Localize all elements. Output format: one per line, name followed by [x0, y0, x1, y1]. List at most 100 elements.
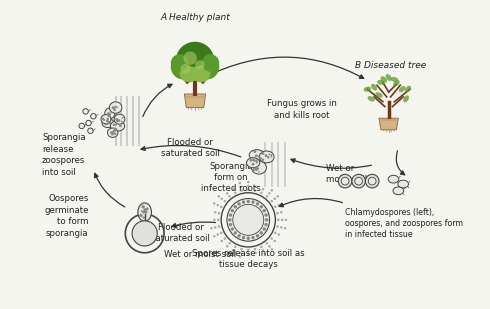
Circle shape	[240, 252, 242, 254]
Circle shape	[240, 248, 243, 250]
Circle shape	[218, 212, 220, 214]
Circle shape	[107, 112, 110, 115]
Circle shape	[114, 132, 117, 135]
Circle shape	[121, 121, 123, 123]
Ellipse shape	[251, 161, 267, 174]
Circle shape	[145, 210, 147, 214]
Circle shape	[179, 63, 199, 83]
Circle shape	[264, 223, 268, 226]
Circle shape	[183, 51, 197, 65]
Ellipse shape	[364, 87, 371, 92]
Circle shape	[108, 122, 111, 125]
Circle shape	[254, 189, 256, 192]
Circle shape	[118, 119, 121, 122]
Polygon shape	[379, 118, 398, 130]
Circle shape	[217, 204, 219, 206]
Circle shape	[263, 209, 266, 212]
Text: B Diseased tree: B Diseased tree	[355, 61, 426, 70]
Circle shape	[213, 235, 216, 238]
Circle shape	[253, 168, 255, 171]
Circle shape	[270, 237, 273, 240]
Circle shape	[112, 106, 114, 109]
Circle shape	[214, 211, 217, 214]
Circle shape	[281, 218, 283, 221]
Circle shape	[103, 119, 105, 121]
Circle shape	[108, 121, 110, 123]
Circle shape	[263, 227, 266, 231]
Text: A Healthy plant: A Healthy plant	[160, 13, 230, 22]
Circle shape	[141, 210, 143, 212]
Circle shape	[229, 213, 232, 217]
Circle shape	[253, 168, 256, 170]
Circle shape	[260, 231, 263, 235]
Circle shape	[194, 54, 219, 79]
Circle shape	[247, 252, 249, 255]
Ellipse shape	[398, 180, 409, 188]
Text: Oospores
germinate
to form
sporangia: Oospores germinate to form sporangia	[44, 194, 89, 238]
Ellipse shape	[386, 74, 392, 81]
Circle shape	[237, 234, 241, 238]
Circle shape	[251, 159, 253, 161]
Circle shape	[256, 161, 258, 163]
Circle shape	[280, 226, 283, 229]
Circle shape	[280, 211, 283, 214]
Ellipse shape	[381, 76, 387, 83]
Circle shape	[338, 174, 352, 188]
Circle shape	[267, 156, 270, 159]
Circle shape	[273, 197, 276, 200]
Circle shape	[251, 163, 254, 166]
Circle shape	[341, 177, 349, 185]
Circle shape	[231, 253, 233, 255]
Circle shape	[252, 168, 255, 171]
Circle shape	[180, 64, 190, 74]
Circle shape	[223, 237, 226, 240]
Circle shape	[266, 195, 268, 198]
Ellipse shape	[105, 108, 115, 119]
Circle shape	[247, 188, 249, 191]
Circle shape	[263, 152, 265, 154]
Circle shape	[109, 112, 111, 114]
Circle shape	[220, 240, 223, 242]
Circle shape	[141, 215, 143, 217]
Circle shape	[261, 152, 263, 154]
Circle shape	[254, 252, 257, 254]
Circle shape	[260, 246, 263, 248]
Circle shape	[143, 216, 145, 219]
Circle shape	[268, 192, 270, 195]
Circle shape	[114, 127, 117, 130]
Circle shape	[237, 202, 241, 206]
Circle shape	[144, 208, 147, 211]
Circle shape	[273, 240, 276, 242]
Circle shape	[113, 129, 115, 132]
Circle shape	[119, 125, 121, 127]
Polygon shape	[381, 119, 396, 121]
Circle shape	[270, 154, 272, 156]
Ellipse shape	[368, 96, 375, 102]
Circle shape	[113, 107, 115, 109]
Ellipse shape	[393, 187, 404, 195]
Circle shape	[113, 124, 115, 126]
Circle shape	[256, 202, 259, 206]
Circle shape	[140, 214, 143, 217]
Text: Wet or moist soil: Wet or moist soil	[164, 250, 236, 259]
Circle shape	[262, 249, 264, 252]
Ellipse shape	[399, 86, 406, 92]
Circle shape	[253, 150, 256, 153]
Circle shape	[251, 236, 255, 239]
Circle shape	[113, 124, 116, 126]
Circle shape	[232, 249, 235, 252]
Circle shape	[247, 249, 249, 251]
Circle shape	[220, 197, 223, 200]
Circle shape	[139, 214, 143, 217]
Circle shape	[109, 115, 110, 117]
Circle shape	[232, 188, 235, 191]
Circle shape	[115, 124, 117, 126]
Circle shape	[234, 205, 237, 209]
Circle shape	[116, 106, 118, 108]
Circle shape	[142, 210, 146, 214]
Circle shape	[119, 125, 122, 127]
Circle shape	[107, 118, 109, 120]
Circle shape	[115, 106, 117, 108]
Ellipse shape	[403, 95, 409, 102]
Circle shape	[355, 177, 363, 185]
